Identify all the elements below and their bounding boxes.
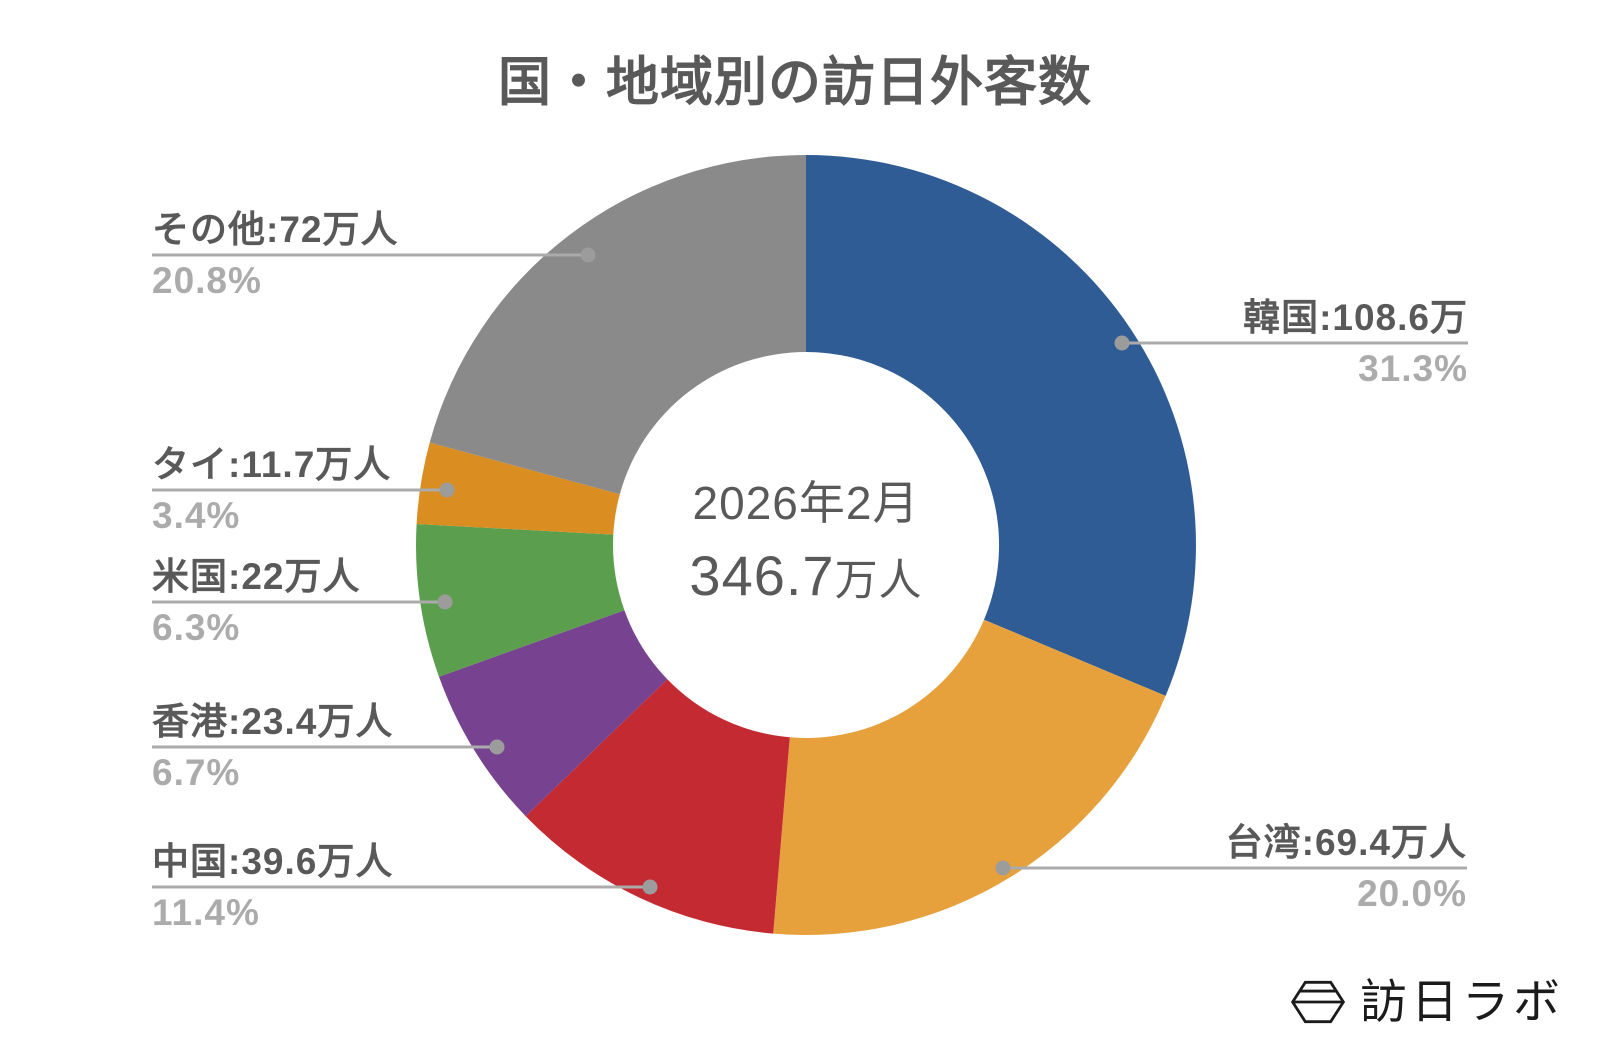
slice-label-percent: 6.3% — [152, 607, 241, 648]
donut-slice-taiwan — [773, 619, 1166, 935]
slice-label-korea: 韓国:108.6万 31.3% — [1243, 295, 1468, 392]
hexagon-logo-icon — [1290, 980, 1346, 1024]
leader-dot-thailand — [439, 482, 455, 498]
slice-label-percent: 31.3% — [1358, 348, 1468, 389]
slice-label-text: 米国:22万人 — [152, 556, 361, 597]
slice-label-text: タイ:11.7万人 — [152, 444, 392, 485]
slice-label-text: 台湾:69.4万人 — [1225, 822, 1467, 863]
donut-slice-china — [525, 679, 790, 934]
donut-slice-usa — [416, 524, 625, 677]
slice-label-usa: 米国:22万人 6.3% — [152, 554, 360, 651]
donut-slice-korea — [806, 155, 1196, 696]
donut-slice-thailand — [416, 442, 620, 535]
leader-dot-usa — [437, 594, 453, 610]
donut-slice-others — [429, 154, 806, 495]
leader-dot-others — [580, 247, 596, 263]
donut-slice-hong-kong — [439, 610, 668, 817]
total-visitors-label: 346.7万人 — [506, 544, 1106, 613]
slice-label-text: その他:72万人 — [152, 209, 399, 250]
slice-label-china: 中国:39.6万人 11.4% — [152, 839, 393, 936]
slice-label-taiwan: 台湾:69.4万人 20.0% — [1226, 820, 1467, 917]
leader-dot-hong-kong — [489, 739, 505, 755]
period-label: 2026年2月 — [692, 477, 920, 529]
slice-label-others: その他:72万人 20.8% — [152, 207, 398, 304]
slice-label-hong-kong: 香港:23.4万人 6.7% — [152, 699, 393, 796]
leader-dot-taiwan — [995, 860, 1011, 876]
slice-label-percent: 3.4% — [152, 495, 241, 536]
total-unit: 万人 — [834, 557, 923, 605]
slice-label-percent: 20.8% — [152, 260, 262, 301]
leader-dot-china — [642, 879, 658, 895]
slice-label-percent: 20.0% — [1357, 873, 1467, 914]
honichi-lab-logo: 訪日ラボ — [1290, 976, 1564, 1028]
leader-dot-korea — [1114, 335, 1130, 351]
total-value: 346.7 — [689, 544, 835, 607]
donut-center-text: 2026年2月 346.7万人 — [506, 474, 1106, 613]
slice-label-text: 香港:23.4万人 — [152, 701, 394, 742]
slice-label-percent: 6.7% — [152, 752, 241, 793]
slice-label-thailand: タイ:11.7万人 3.4% — [152, 442, 391, 539]
logo-text: 訪日ラボ — [1360, 975, 1564, 1028]
page-title: 国・地域別の訪日外客数 — [498, 53, 1092, 112]
slice-label-text: 韓国:108.6万 — [1243, 297, 1468, 338]
slice-label-percent: 11.4% — [152, 892, 260, 933]
slice-label-text: 中国:39.6万人 — [152, 841, 394, 882]
